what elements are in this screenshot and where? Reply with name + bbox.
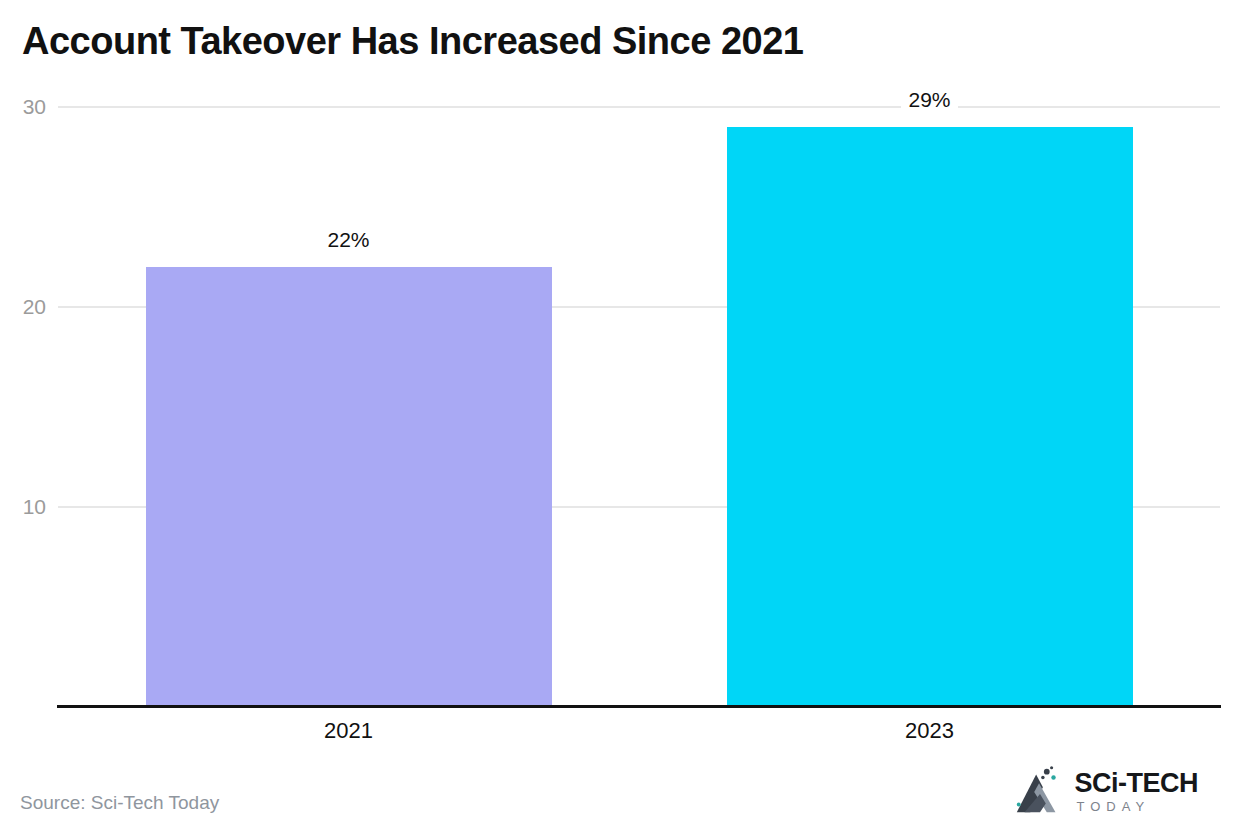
logo-title: SCi-TECH — [1075, 770, 1199, 797]
bar-value-label: 29% — [830, 86, 1030, 114]
chart-canvas: Account Takeover Has Increased Since 202… — [0, 0, 1240, 838]
bar-value-label: 22% — [249, 226, 449, 254]
sci-tech-today-logo: SCi-TECH TODAY — [1011, 762, 1199, 820]
bar-2023 — [727, 127, 1133, 707]
bar-2021 — [146, 267, 552, 707]
sci-tech-logo-icon — [1011, 762, 1069, 820]
x-axis-line — [57, 705, 1221, 708]
logo-subtitle: TODAY — [1075, 800, 1199, 813]
gridline — [58, 106, 1220, 108]
x-tick-label: 2023 — [830, 716, 1030, 746]
y-tick-label: 10 — [0, 493, 46, 521]
bar-value-text: 22% — [320, 228, 376, 251]
y-tick-label: 20 — [0, 293, 46, 321]
x-tick-label: 2021 — [249, 716, 449, 746]
chart-title: Account Takeover Has Increased Since 202… — [22, 20, 803, 63]
source-text: Source: Sci-Tech Today — [20, 792, 219, 814]
logo-text: SCi-TECH TODAY — [1075, 770, 1199, 813]
y-tick-label: 30 — [0, 93, 46, 121]
bar-value-text: 29% — [901, 88, 957, 111]
